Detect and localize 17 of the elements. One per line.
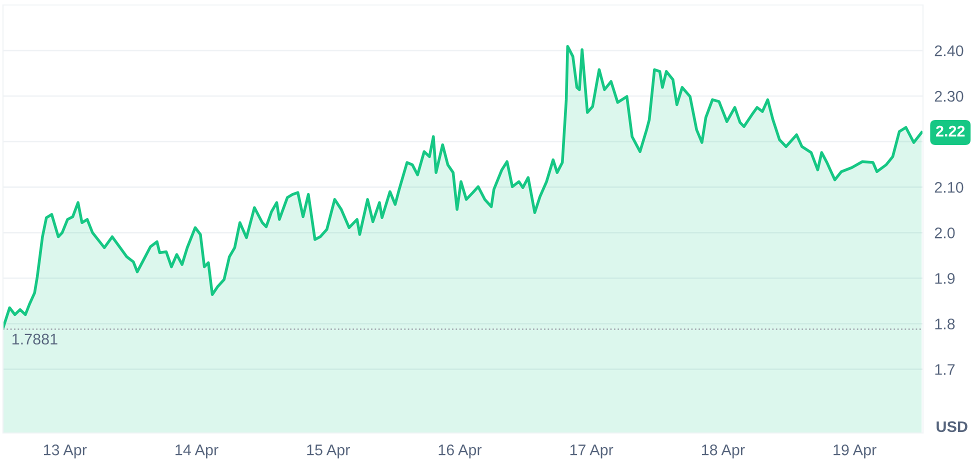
x-tick-label: 16 Apr [438,444,482,458]
x-tick-label: 14 Apr [176,444,218,458]
x-tick-label: 19 Apr [834,444,876,458]
y-tick-label: 1.9 [935,273,955,284]
y-tick-label: 2.40 [934,45,964,56]
y-tick-label: 2.0 [934,228,955,238]
y-tick-label: 1.8 [935,318,955,330]
ref-line-label: 1.7881 [12,334,58,345]
y-tick-label: 1.7 [935,364,955,375]
y-axis-title: USD [936,421,968,432]
x-tick-label: 18 Apr [702,444,745,458]
annotation: 2.22 [936,126,965,136]
x-tick-label: 15 Apr [307,444,350,458]
y-tick-label: 2.30 [934,90,964,102]
x-tick-label: 13 Apr [44,444,87,458]
x-tick-label: 17 Apr [570,444,614,458]
y-tick-label: 2.10 [934,182,964,193]
